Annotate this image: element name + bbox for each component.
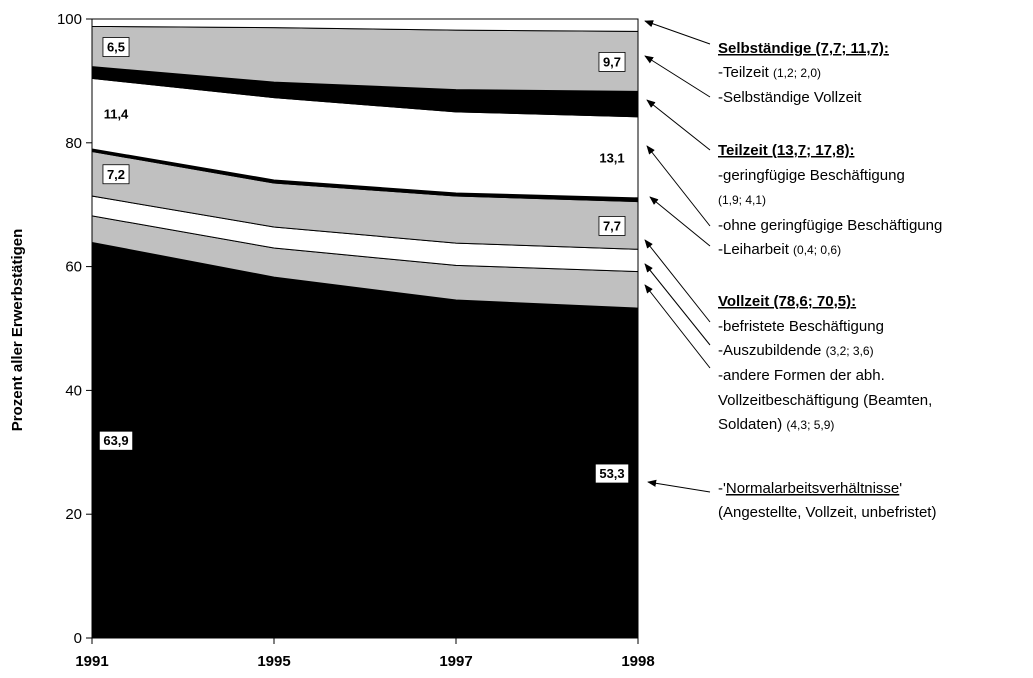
annotation-line: Teilzeit (13,7; 17,8): xyxy=(718,142,854,159)
y-tick-label: 60 xyxy=(65,259,82,276)
y-tick-label: 20 xyxy=(65,506,82,523)
annotation-segment: -Leiharbeit xyxy=(718,241,793,258)
areas xyxy=(91,18,639,639)
annotation-line: Soldaten) (4,3; 5,9) xyxy=(718,416,834,433)
annotation-segment: (3,2; 3,6) xyxy=(826,344,874,358)
annotation-segment: -befristete Beschäftigung xyxy=(718,318,884,335)
arrow xyxy=(644,239,711,323)
axes: 0 20 40 60 80 100 1991 1995 1997 1998 xyxy=(57,11,655,670)
annotation-segment: -Teilzeit xyxy=(718,64,773,81)
annotation-line: -Leiharbeit (0,4; 0,6) xyxy=(718,241,841,258)
y-axis-title: Prozent aller Erwerbstätigen xyxy=(9,229,26,432)
y-tick-label: 0 xyxy=(74,630,82,647)
arrows xyxy=(644,20,711,493)
annotation-segment: -geringfügige Beschäftigung xyxy=(718,167,905,184)
arrow xyxy=(649,196,711,247)
annotation-segment: Vollzeit (78,6; 70,5): xyxy=(718,293,856,310)
value-label-box xyxy=(598,52,626,72)
arrow xyxy=(644,20,711,45)
arrow xyxy=(644,284,711,369)
value-label: 63,9 xyxy=(103,433,128,448)
annotation-segment: (Angestellte, Vollzeit, unbefristet) xyxy=(718,504,936,521)
annotation-line: Vollzeit (78,6; 70,5): xyxy=(718,293,856,310)
annotation-segment: (1,2; 2,0) xyxy=(773,66,821,80)
x-tick-label: 1998 xyxy=(621,653,654,670)
x-tick-label: 1995 xyxy=(257,653,290,670)
value-label: 9,7 xyxy=(603,54,621,69)
x-tick-label: 1991 xyxy=(75,653,108,670)
value-label-box xyxy=(102,37,130,57)
annotation-line: -geringfügige Beschäftigung xyxy=(718,167,905,184)
annotation-segment: (4,3; 5,9) xyxy=(786,418,834,432)
value-labels: 63,9 53,3 7,2 7,7 11,4 13,1 6,5 9,7 xyxy=(98,37,630,484)
annotation-line: Vollzeitbeschäftigung (Beamten, xyxy=(718,392,932,409)
y-tick-label: 40 xyxy=(65,382,82,399)
value-label-box xyxy=(598,216,626,236)
annotation-segment: ' xyxy=(899,480,902,497)
annotation-line: -'Normalarbeitsverhältnisse' xyxy=(718,480,902,497)
value-label-box xyxy=(98,430,134,451)
arrow xyxy=(644,263,711,346)
annotation-line: (Angestellte, Vollzeit, unbefristet) xyxy=(718,504,936,521)
annotation-segment: Vollzeitbeschäftigung (Beamten, xyxy=(718,392,932,409)
annotation-line: -andere Formen der abh. xyxy=(718,367,885,384)
annotation-segment: (1,9; 4,1) xyxy=(718,193,766,207)
y-tick-label: 100 xyxy=(57,11,82,28)
value-label: 6,5 xyxy=(107,40,125,55)
annotation-segment: Selbständige (7,7; 11,7): xyxy=(718,40,889,57)
y-tick-label: 80 xyxy=(65,135,82,152)
annotation-line: (1,9; 4,1) xyxy=(718,193,766,207)
annotation-line: Selbständige (7,7; 11,7): xyxy=(718,40,889,57)
annotation-segment: Normalarbeitsverhältnisse xyxy=(726,480,899,497)
value-label-box xyxy=(102,164,130,185)
arrow xyxy=(646,99,711,151)
annotation-line: -ohne geringfügige Beschäftigung xyxy=(718,217,942,234)
annotation-segment: -Selbständige Vollzeit xyxy=(718,89,862,106)
value-label-box xyxy=(594,463,630,484)
annotation-segment: Soldaten) xyxy=(718,416,786,433)
annotation-line: -Auszubildende (3,2; 3,6) xyxy=(718,342,874,359)
annotation-line: -Teilzeit (1,2; 2,0) xyxy=(718,64,821,81)
annotation-segment: -' xyxy=(718,480,726,497)
annotation-segment: (0,4; 0,6) xyxy=(793,243,841,257)
area xyxy=(91,18,639,32)
annotation-segment: -andere Formen der abh. xyxy=(718,367,885,384)
value-label: 7,7 xyxy=(603,218,621,233)
value-label: 13,1 xyxy=(599,150,624,165)
arrow xyxy=(647,479,711,493)
annotation-segment: -Auszubildende xyxy=(718,342,826,359)
annotation-line: -befristete Beschäftigung xyxy=(718,318,884,335)
arrow xyxy=(646,145,711,227)
annotations: Selbständige (7,7; 11,7): -Teilzeit (1,2;… xyxy=(718,40,942,521)
annotation-line: -Selbständige Vollzeit xyxy=(718,89,862,106)
value-label: 11,4 xyxy=(104,107,129,122)
annotation-segment: -ohne geringfügige Beschäftigung xyxy=(718,217,942,234)
arrow xyxy=(644,55,711,98)
annotation-segment: Teilzeit (13,7; 17,8): xyxy=(718,142,854,159)
value-label: 53,3 xyxy=(599,466,624,481)
value-label: 7,2 xyxy=(107,167,125,182)
x-tick-label: 1997 xyxy=(439,653,472,670)
